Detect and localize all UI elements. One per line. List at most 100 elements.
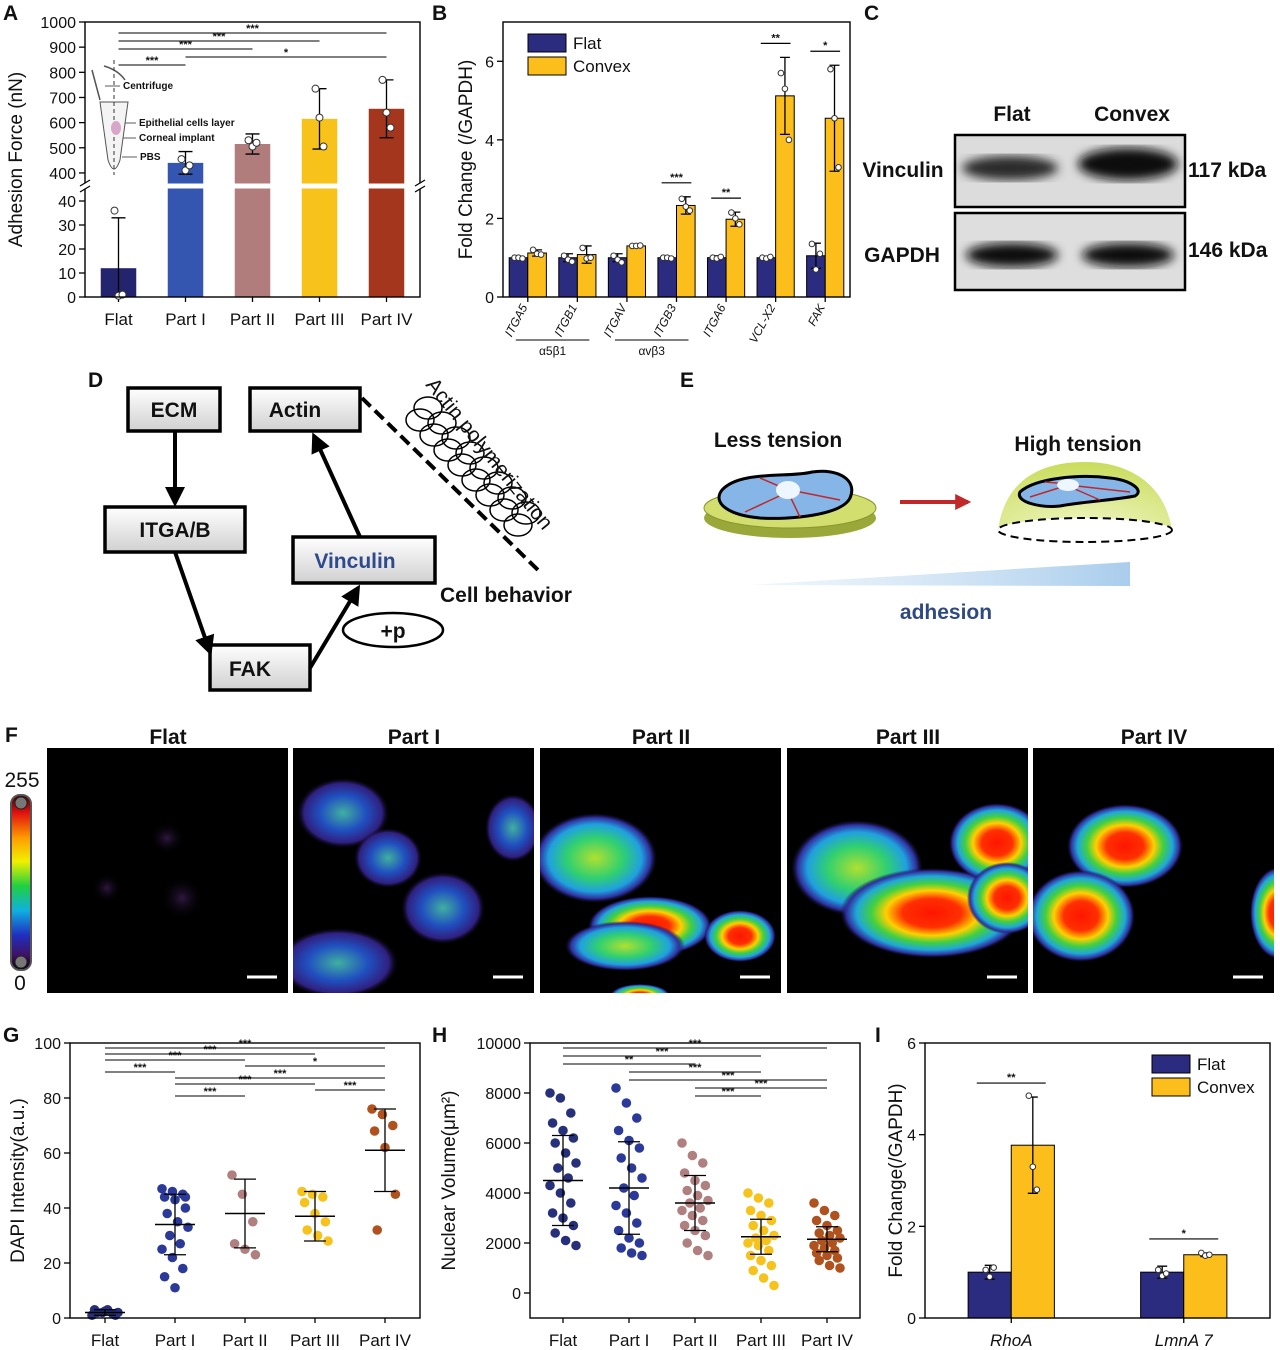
data-point bbox=[777, 69, 785, 77]
data-point bbox=[185, 161, 194, 170]
node-label: ECM bbox=[151, 399, 198, 422]
y-tick-label: 500 bbox=[49, 141, 76, 158]
data-point bbox=[682, 1185, 692, 1196]
data-point bbox=[632, 1113, 642, 1123]
y-axis-label: DAPI Intensity(a.u.) bbox=[8, 1098, 29, 1263]
data-point bbox=[170, 1282, 180, 1293]
annotation: Cell behavior bbox=[440, 584, 572, 607]
size-label: 146 kDa bbox=[1188, 239, 1268, 262]
significance-label: *** bbox=[169, 1050, 183, 1062]
data-point bbox=[751, 1233, 761, 1243]
y-tick-label: 0 bbox=[485, 290, 494, 307]
nucleus-blob bbox=[160, 876, 204, 920]
plot-frame bbox=[529, 1042, 861, 1319]
x-tick-label: Flat bbox=[91, 1331, 120, 1350]
data-point bbox=[626, 1163, 637, 1173]
error-bar bbox=[304, 1190, 326, 1242]
bar bbox=[167, 162, 204, 297]
plot-frame bbox=[502, 21, 851, 298]
colorbar-max: 255 bbox=[4, 769, 39, 792]
data-point bbox=[736, 221, 743, 228]
actin-monomer bbox=[433, 438, 463, 462]
data-point bbox=[634, 1143, 645, 1153]
data-point bbox=[769, 1280, 779, 1291]
y-tick-label: 80 bbox=[43, 1091, 61, 1108]
significance-label: *** bbox=[274, 1068, 288, 1080]
data-point bbox=[566, 1198, 576, 1208]
data-point bbox=[571, 1158, 581, 1168]
data-point bbox=[781, 85, 789, 93]
data-point bbox=[732, 215, 739, 222]
blot-band bbox=[1078, 148, 1178, 180]
data-point bbox=[159, 1271, 170, 1282]
data-point bbox=[558, 1125, 568, 1136]
legend-swatch bbox=[1151, 1077, 1191, 1097]
plot-frame bbox=[84, 21, 421, 298]
y-tick-label: 8000 bbox=[485, 1086, 521, 1103]
data-point bbox=[814, 1255, 824, 1266]
tension-diagram: E Less tension High tension adhesion bbox=[680, 369, 1173, 624]
error-bar bbox=[618, 1141, 640, 1235]
image-title: Flat bbox=[149, 726, 186, 749]
data-point bbox=[250, 1249, 261, 1260]
y-tick-label: 10000 bbox=[477, 1036, 522, 1053]
x-tick-label: Part III bbox=[290, 1331, 340, 1350]
x-tick-label: LmnA 7 bbox=[1155, 1331, 1214, 1350]
annotation: Actin polymerization bbox=[421, 374, 557, 535]
data-point bbox=[677, 1138, 687, 1148]
data-point bbox=[624, 1233, 634, 1243]
data-point bbox=[692, 1190, 703, 1201]
data-point bbox=[369, 1126, 380, 1136]
significance-label: *** bbox=[146, 55, 160, 67]
data-point bbox=[1162, 1270, 1170, 1277]
data-point bbox=[692, 1245, 703, 1256]
significance-label: ** bbox=[771, 32, 780, 44]
bar bbox=[234, 144, 271, 297]
error-bar bbox=[164, 1193, 186, 1256]
blot-band bbox=[1082, 243, 1174, 267]
actin-monomer bbox=[405, 408, 435, 432]
data-point bbox=[252, 138, 261, 147]
image bbox=[293, 748, 534, 993]
image-bg bbox=[47, 748, 288, 993]
colorbar-min: 0 bbox=[14, 972, 26, 995]
data-point bbox=[748, 1220, 758, 1231]
y-axis-label: Nuclear Volume(μm²) bbox=[439, 1091, 460, 1271]
significance-label: *** bbox=[239, 1074, 253, 1086]
x-tick-label: Part I bbox=[155, 1331, 196, 1350]
data-point bbox=[830, 1210, 840, 1221]
data-point bbox=[162, 1208, 172, 1219]
data-point bbox=[637, 1173, 647, 1183]
data-point bbox=[686, 207, 694, 214]
data-point bbox=[687, 1150, 698, 1161]
y-axis-label: Fold Change (/GAPDH) bbox=[456, 60, 477, 260]
data-point bbox=[229, 1238, 240, 1249]
column-label: Convex bbox=[1094, 103, 1170, 126]
axis-label: adhesion bbox=[900, 601, 992, 624]
data-point bbox=[550, 1228, 560, 1238]
nucleus-blob bbox=[354, 828, 422, 888]
data-point bbox=[695, 1203, 705, 1213]
x-tick-label: Part II bbox=[672, 1331, 717, 1350]
data-point bbox=[816, 250, 824, 258]
significance-label: *** bbox=[204, 1086, 218, 1098]
data-point bbox=[302, 1225, 313, 1235]
data-point bbox=[178, 1263, 188, 1274]
data-point bbox=[785, 136, 793, 144]
bar bbox=[756, 257, 777, 298]
data-point bbox=[756, 1255, 766, 1266]
legend-swatch bbox=[527, 56, 567, 76]
significance-label: *** bbox=[179, 39, 193, 51]
actin-monomer bbox=[469, 456, 499, 480]
y-tick-label: 6 bbox=[907, 1036, 916, 1053]
data-point bbox=[667, 255, 675, 262]
data-point bbox=[519, 255, 526, 262]
data-point bbox=[764, 1198, 774, 1208]
data-point bbox=[990, 1264, 997, 1271]
panel-label: E bbox=[680, 369, 694, 392]
significance-label: *** bbox=[239, 1038, 253, 1050]
pathway-diagram: D ECM Actin ITGA/B Vinculin FAK +p Actin… bbox=[88, 369, 572, 692]
data-point bbox=[110, 206, 119, 215]
